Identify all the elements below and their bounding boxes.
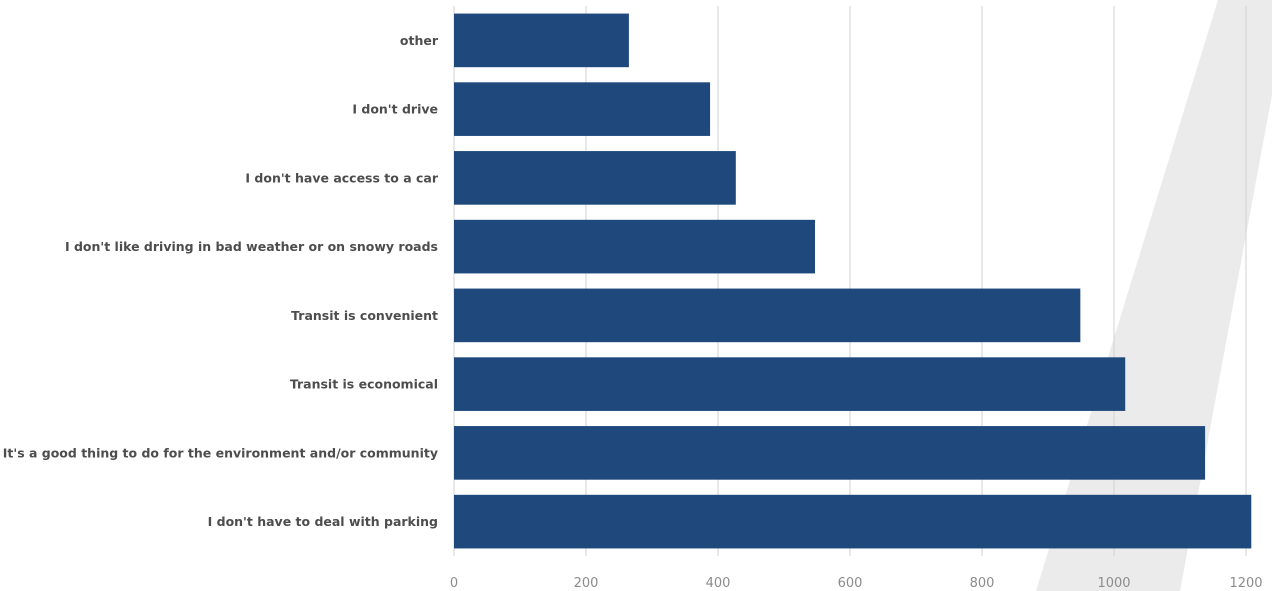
category-label: I don't have to deal with parking — [208, 514, 438, 529]
bar — [454, 82, 711, 136]
bar — [454, 494, 1252, 549]
x-tick-label: 800 — [970, 576, 995, 591]
category-label: I don't like driving in bad weather or o… — [65, 239, 438, 254]
category-label: Transit is convenient — [291, 308, 438, 323]
x-tick-label: 600 — [838, 576, 863, 591]
category-label-layer: other I don't drive I don't have access to… — [3, 33, 439, 529]
x-tick-label: 1000 — [1097, 576, 1130, 591]
bar — [454, 219, 816, 274]
category-label: other — [400, 33, 439, 48]
bar-layer — [454, 13, 1252, 549]
bar — [454, 151, 736, 205]
x-tick-label: 1200 — [1229, 576, 1262, 591]
category-label: I don't drive — [352, 102, 438, 117]
x-axis: 0 200 400 600 800 1000 1200 — [450, 576, 1263, 591]
category-label: It's a good thing to do for the environm… — [3, 445, 438, 460]
x-tick-label: 200 — [574, 576, 599, 591]
bar — [454, 357, 1126, 411]
bar — [454, 426, 1206, 480]
x-tick-label: 400 — [706, 576, 731, 591]
bar — [454, 288, 1081, 343]
x-tick-label: 0 — [450, 576, 458, 591]
bar — [454, 13, 629, 68]
category-label: I don't have access to a car — [245, 170, 438, 185]
category-label: Transit is economical — [290, 377, 438, 392]
